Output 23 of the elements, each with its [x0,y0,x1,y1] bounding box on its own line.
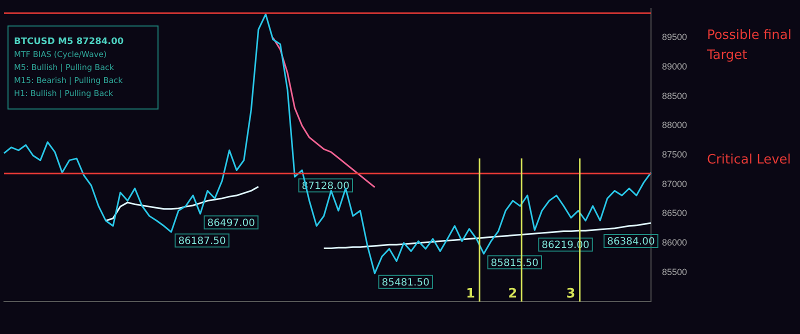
y-tick-label: 89000 [662,62,688,72]
y-tick-label: 87000 [662,178,688,189]
annotation: MTF BIAS (Cycle/Wave) [14,50,107,59]
y-tick-label: 89500 [662,32,688,42]
y-tick-label: 85500 [662,266,688,277]
data-label: 86384.00 [607,236,655,248]
annotation: M15: Bearish | Pulling Back [14,76,124,85]
y-tick-label: 87500 [662,149,688,160]
y-tick-label: 86000 [662,237,688,248]
annotation: M5: Bullish | Pulling Back [14,63,114,72]
y-tick-label: 88000 [662,120,688,130]
ref-line-label: Possible final Target [706,28,792,64]
ref-line-label: Critical Level [706,152,791,168]
annotation: BTCUSD M5 87284.00 [14,37,124,47]
y-tick-label: 88500 [662,90,688,101]
y-tick-label: 86500 [662,208,688,218]
data-label: 85481.50 [382,277,430,288]
annotation: 1 [466,286,476,302]
data-label: 86497.00 [207,218,255,229]
annotation: 3 [566,286,576,302]
data-label: 86187.50 [178,236,226,247]
annotation: 2 [508,286,518,302]
annotation: H1: Bullish | Pulling Back [14,89,114,98]
